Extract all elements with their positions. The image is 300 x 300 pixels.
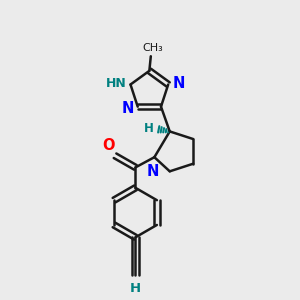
Text: O: O: [102, 138, 115, 153]
Text: N: N: [147, 164, 159, 178]
Text: N: N: [121, 100, 134, 116]
Text: HN: HN: [106, 76, 126, 90]
Text: CH₃: CH₃: [142, 43, 163, 53]
Text: H: H: [130, 282, 141, 295]
Text: H: H: [144, 122, 154, 135]
Text: N: N: [172, 76, 185, 91]
